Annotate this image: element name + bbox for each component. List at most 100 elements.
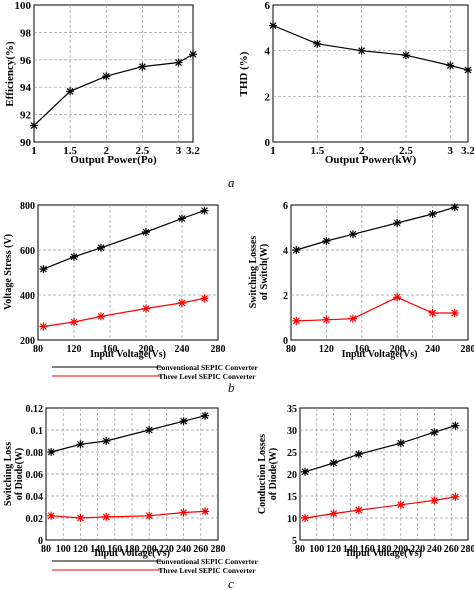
data-point-marker — [301, 514, 310, 522]
data-point-marker — [39, 322, 48, 331]
x-tick-label: 280 — [461, 544, 474, 555]
y-tick-label: 0.12 — [26, 404, 44, 415]
x-tick-label: 240 — [425, 344, 440, 355]
y-tick-label: 92 — [20, 110, 32, 122]
y-tick-label: 0 — [38, 536, 43, 547]
x-tick-label: 280 — [461, 344, 474, 355]
data-point-marker — [201, 507, 210, 516]
data-point-marker — [393, 219, 402, 227]
y-tick-label: 20 — [287, 470, 297, 481]
x-tick-label: 3 — [448, 145, 454, 157]
y-axis-label: Switching Loss — [3, 442, 14, 506]
plot-frame — [33, 4, 194, 143]
x-tick-label: 120 — [73, 544, 88, 555]
y-tick-label: 90 — [20, 137, 32, 149]
data-point-marker — [464, 66, 472, 75]
x-tick-label: 1 — [270, 145, 276, 157]
data-point-marker — [142, 304, 150, 313]
data-point-marker — [70, 252, 78, 261]
x-tick-label: 160 — [360, 544, 375, 555]
y-axis-label: Efficiency(%) — [4, 41, 16, 107]
y-tick-label: 400 — [20, 291, 35, 302]
x-tick-label: 240 — [427, 544, 442, 555]
x-tick-label: 160 — [107, 544, 122, 555]
y-tick-label: 6 — [283, 201, 288, 212]
x-tick-label: 140 — [343, 544, 358, 555]
chart-6: 80 100 120 140 160 180 200 220 240 260 280 5 10 15 20 2… — [257, 404, 474, 559]
plot-frame — [37, 204, 219, 341]
series-line — [51, 415, 206, 453]
chart-2: 1 1.5 2 2.5 3 3.2 0 2 4 6 Output Power(kW) THD (%) — [238, 0, 474, 166]
data-point-marker — [76, 514, 85, 522]
x-tick-label: 120 — [319, 344, 334, 355]
data-point-marker — [430, 496, 439, 505]
x-tick-label: 3.2 — [461, 145, 474, 157]
x-tick-label: 120 — [67, 344, 82, 355]
x-tick-label: 100 — [56, 544, 71, 555]
data-point-marker — [178, 214, 186, 223]
x-axis-label: Input Voltage(Vs) — [94, 548, 170, 559]
data-point-marker — [292, 316, 301, 325]
x-tick-label: 280 — [211, 544, 226, 555]
data-point-marker — [430, 428, 439, 437]
x-tick-label: 2 — [359, 145, 365, 157]
y-tick-label: 94 — [20, 82, 32, 94]
chart-4: 80 120 160 200 240 280 0 2 4 6 Input Voltage(Vs) Sw… — [248, 201, 474, 360]
y-tick-label: 0.02 — [26, 514, 44, 525]
data-point-marker — [313, 39, 322, 48]
caption-c: c — [228, 576, 234, 590]
series-line — [43, 210, 205, 270]
x-tick-label: 180 — [377, 544, 392, 555]
x-tick-label: 240 — [175, 344, 190, 355]
y-tick-label: 6 — [265, 0, 271, 12]
data-point-marker — [428, 210, 437, 218]
x-tick-label: 160 — [354, 344, 369, 355]
data-point-marker — [179, 417, 188, 426]
data-point-marker — [102, 512, 111, 521]
y-tick-label: 4 — [265, 46, 271, 58]
data-point-marker — [39, 265, 48, 274]
x-axis-label: Output Power(kW) — [325, 154, 417, 166]
y-axis-label: of Diode(W) — [14, 448, 25, 501]
data-point-marker — [393, 293, 402, 302]
y-tick-label: 0.06 — [26, 470, 44, 481]
data-point-marker — [200, 294, 209, 303]
chart-1: 1 1.5 2 2.5 3 3.2 90 92 94 96 98 100 Output Power(Po… — [4, 0, 200, 166]
y-axis-label: Switching Losses — [248, 236, 259, 309]
x-tick-label: 140 — [90, 544, 105, 555]
data-point-marker — [292, 246, 301, 254]
data-point-marker — [396, 500, 405, 509]
x-tick-label: 1 — [31, 145, 37, 157]
data-point-marker — [174, 58, 183, 67]
data-point-marker — [354, 450, 363, 459]
caption-b: b — [228, 380, 235, 395]
y-axis-label: THD (%) — [238, 51, 250, 96]
data-point-marker — [66, 87, 75, 96]
legend-label: Conventional SEPIC Converter — [156, 557, 258, 566]
y-tick-label: 10 — [287, 514, 297, 525]
y-tick-label: 2 — [265, 91, 271, 103]
x-tick-label: 260 — [193, 544, 208, 555]
x-tick-label: 2.5 — [399, 145, 413, 157]
x-axis-label: Input Voltage(Vs) — [342, 349, 418, 360]
data-point-marker — [189, 50, 197, 59]
data-point-marker — [76, 440, 85, 449]
x-tick-label: 220 — [410, 544, 425, 555]
data-point-marker — [178, 298, 186, 307]
data-point-marker — [145, 511, 154, 520]
x-tick-label: 280 — [211, 344, 226, 355]
data-point-marker — [201, 411, 210, 420]
data-point-marker — [102, 72, 111, 81]
data-point-marker — [450, 309, 459, 317]
data-point-marker — [70, 318, 78, 326]
y-tick-label: 0 — [283, 336, 288, 347]
y-tick-label: 100 — [15, 0, 32, 12]
y-tick-label: 96 — [20, 55, 32, 67]
data-point-marker — [451, 421, 460, 430]
data-point-marker — [322, 315, 331, 324]
x-tick-label: 80 — [41, 544, 51, 555]
x-tick-label: 1.5 — [63, 145, 77, 157]
data-point-marker — [451, 492, 460, 501]
